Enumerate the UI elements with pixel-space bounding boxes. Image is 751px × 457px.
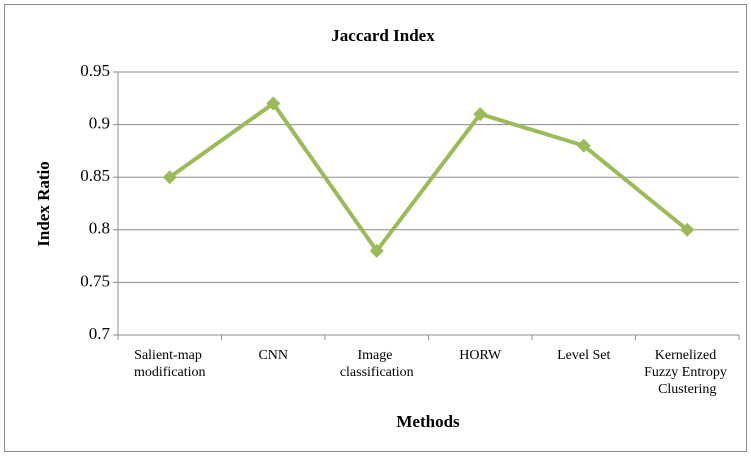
x-axis-label: Methods [396,412,460,431]
x-tick-label: Level Set [557,348,610,363]
y-axis-label: Index Ratio [34,161,53,246]
y-tick-label: 0.75 [80,271,110,290]
data-point [473,107,488,122]
x-tick-label: CNN [258,348,288,363]
y-tick-label: 0.85 [80,166,110,185]
data-point [162,170,177,185]
data-point [680,222,695,237]
x-tick-label: Image classification [340,348,414,380]
y-tick-label: 0.7 [89,324,111,343]
data-point [576,138,591,153]
y-tick-label: 0.95 [80,61,110,80]
y-tick-label: 0.8 [89,219,110,238]
data-line [168,101,689,253]
x-tick-label: Salient-map modification [134,348,206,380]
x-tick-label: HORW [459,348,502,363]
data-point [266,96,281,111]
data-point [369,243,384,258]
chart-title: Jaccard Index [331,26,435,45]
chart-border [4,4,747,452]
y-tick-label: 0.9 [89,114,110,133]
x-tick-label: Kernelized Fuzzy Entropy Clustering [644,348,730,397]
